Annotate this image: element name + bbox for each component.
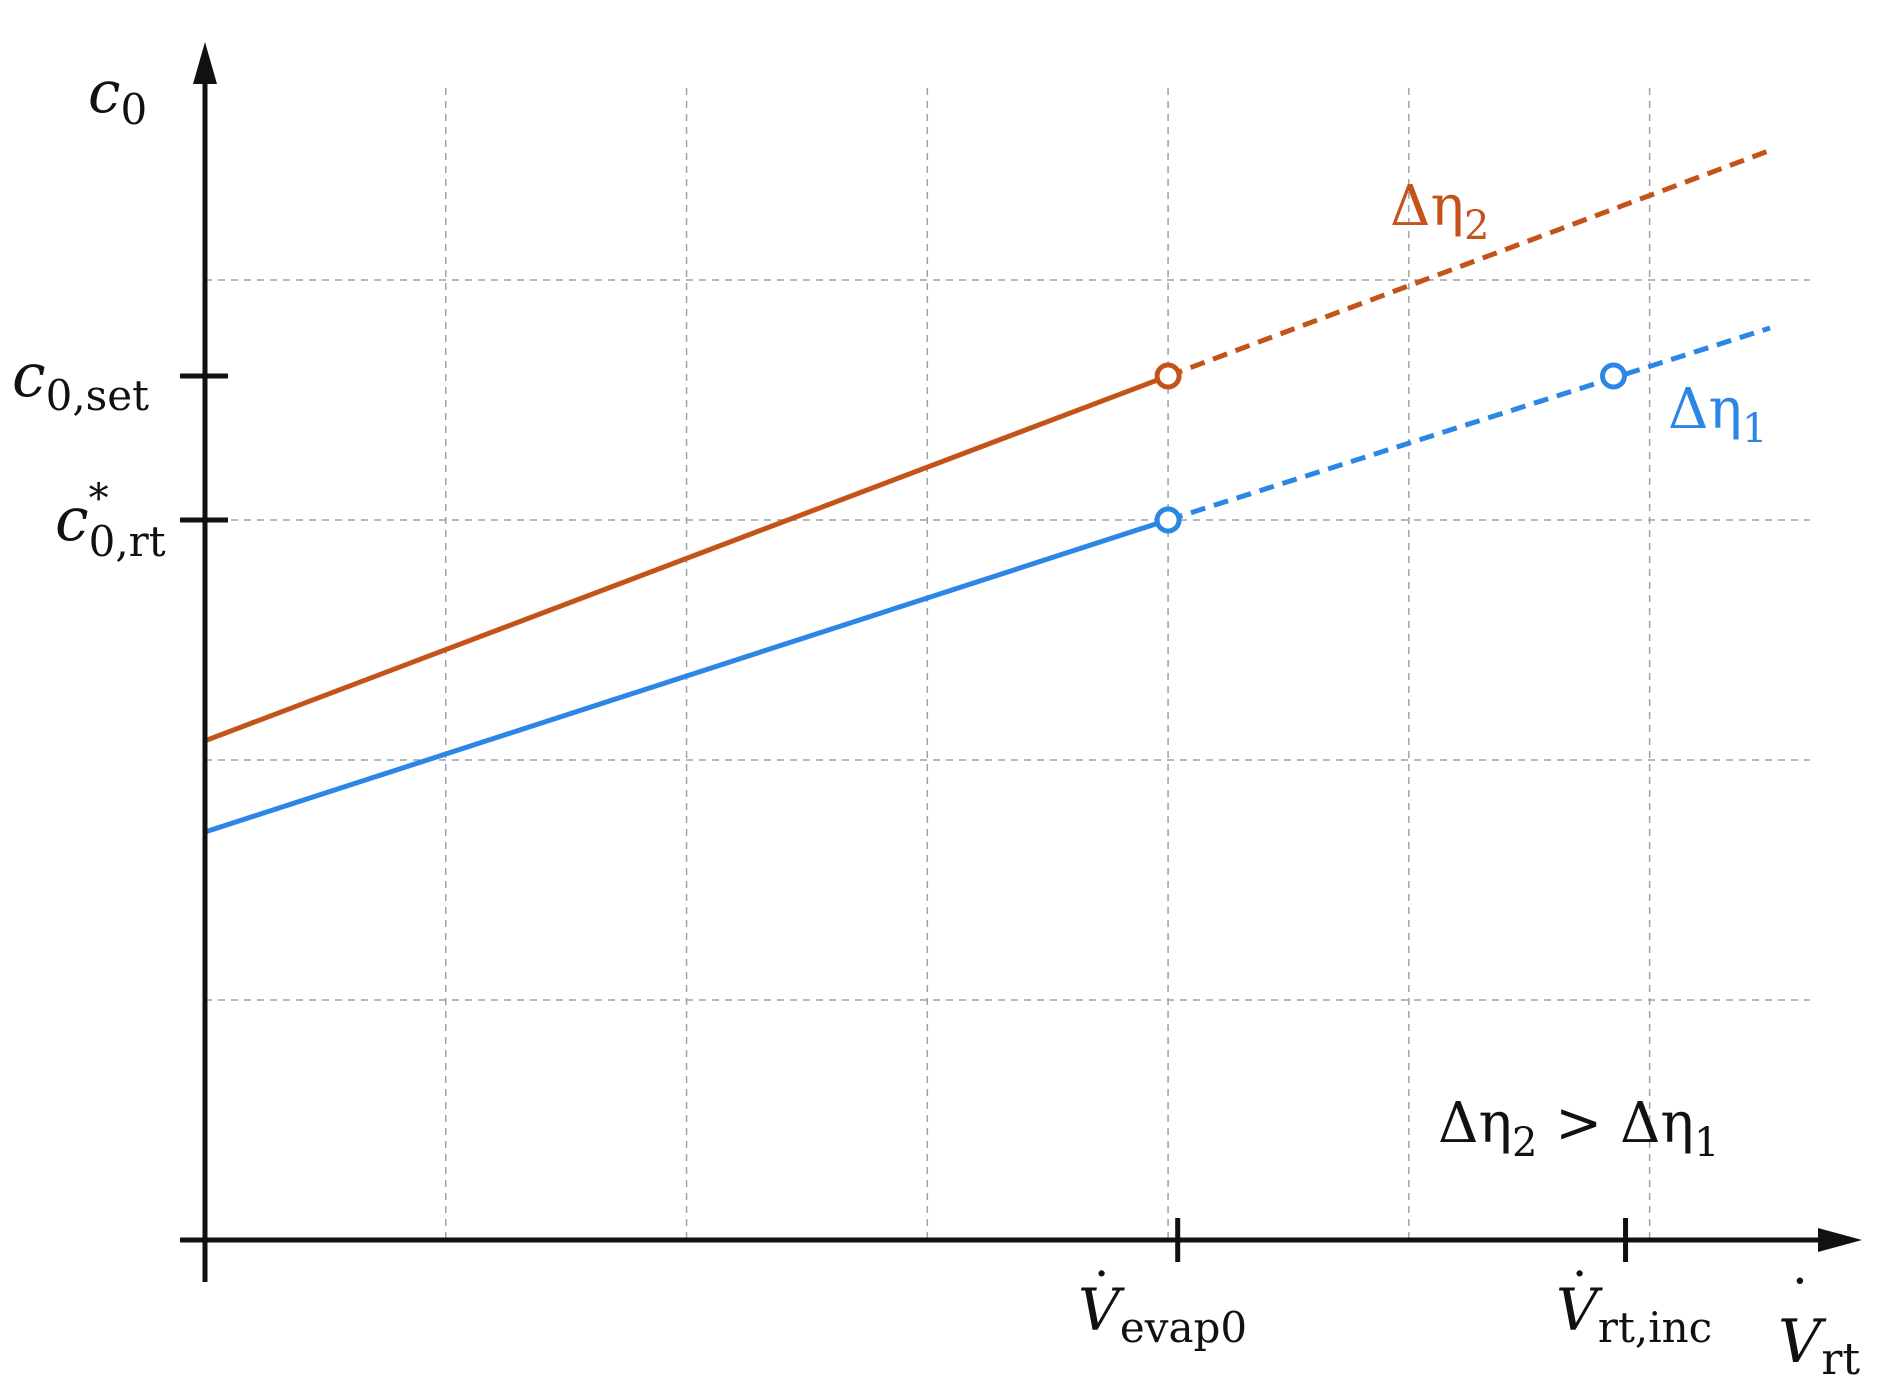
axes (180, 42, 1862, 1282)
series-1 (204, 148, 1771, 744)
series-dashed-line (1167, 325, 1771, 523)
x-tick-label: Vrt,inc (1556, 1276, 1712, 1352)
x-axis-label-dot: · (1792, 1252, 1808, 1310)
series-label: Δη2 (1390, 174, 1489, 249)
y-axis-arrow (193, 42, 217, 84)
x-tick-dot: · (1572, 1246, 1587, 1302)
x-tick-dot: · (1094, 1246, 1109, 1302)
series-marker (1154, 362, 1182, 390)
x-tick-label: Vevap0 (1078, 1276, 1247, 1352)
x-axis-arrow (1818, 1228, 1862, 1252)
series-label: Δη1 (1668, 377, 1767, 452)
series-solid-line (204, 373, 1169, 744)
series-layer (204, 148, 1771, 835)
y-axis-label: c0 (88, 58, 147, 134)
comparison-annotation: Δη2 > Δη1 (1438, 1091, 1719, 1166)
y-tick-label: c* 0,rt (55, 476, 166, 566)
series-dashed-line (1167, 148, 1771, 379)
x-axis-label: · Vrt (1778, 1252, 1860, 1385)
y-tick-label: c0,set (12, 341, 149, 420)
series-solid-line (204, 517, 1169, 835)
svg-text:Vrt: Vrt (1778, 1307, 1860, 1385)
series-marker (1600, 362, 1627, 390)
series-2 (204, 325, 1771, 835)
series-labels: Δη2 Δη1 (1390, 174, 1767, 452)
series-marker (1154, 506, 1182, 534)
labels: c0 · Vrt (88, 58, 1860, 1385)
grid (205, 88, 1810, 1240)
